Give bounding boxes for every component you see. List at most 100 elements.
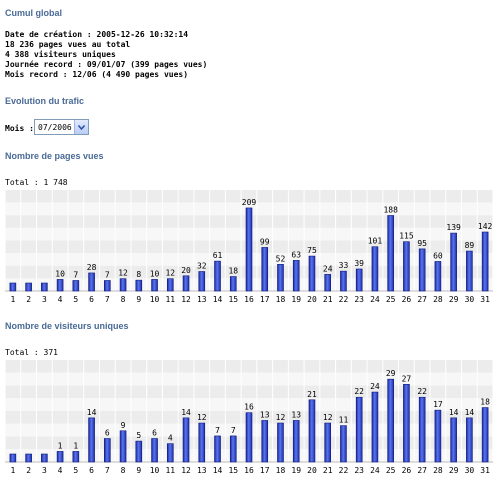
bar [261, 247, 269, 292]
data-label: 14 [181, 408, 191, 417]
bar [450, 232, 457, 292]
data-label: 63 [291, 250, 301, 259]
x-tick-label: 29 [449, 295, 459, 304]
x-tick-label: 31 [480, 466, 490, 475]
month-label: Mois : [5, 124, 34, 133]
data-label: 1 [73, 441, 78, 450]
data-label: 99 [260, 237, 270, 246]
total-pages: 18 236 pages vues au total [5, 40, 131, 49]
x-tick-label: 6 [89, 466, 94, 475]
bar [229, 276, 237, 292]
creation-date: Date de création : 2005-12-26 10:32:14 [5, 30, 189, 39]
bar [72, 280, 80, 292]
x-tick-label: 16 [244, 466, 254, 475]
bar [277, 264, 284, 292]
chevron-down-icon[interactable] [74, 120, 88, 134]
data-label: 61 [213, 251, 223, 260]
data-label: 18 [480, 398, 490, 407]
bar [182, 417, 190, 463]
x-tick-label: 4 [58, 295, 63, 304]
data-label: 115 [399, 232, 414, 241]
bar [387, 378, 394, 463]
x-tick-label: 3 [42, 466, 47, 475]
x-tick-label: 23 [354, 295, 364, 304]
grid-band [5, 372, 493, 386]
x-tick-label: 26 [402, 295, 412, 304]
data-label: 10 [55, 269, 65, 278]
x-tick-label: 14 [213, 466, 223, 475]
bar [434, 261, 442, 292]
x-tick-label: 13 [197, 466, 207, 475]
x-tick-label: 2 [26, 466, 31, 475]
x-tick-label: 6 [89, 295, 94, 304]
bar [25, 453, 32, 463]
bar [292, 420, 300, 463]
bar [9, 453, 17, 463]
month-select[interactable]: 07/2006 [34, 119, 89, 135]
grid-band [5, 190, 493, 203]
bar [418, 396, 426, 463]
x-tick-label: 21 [323, 295, 333, 304]
x-tick-label: 3 [42, 295, 47, 304]
x-tick-label: 31 [480, 295, 490, 304]
visitors-chart: 1 2 3 1 4 1 5 14 6 6 7 9 8 5 9 6 10 4 11 14 12 12 13 7 14 7 15 16 16… [5, 358, 493, 476]
data-label: 29 [386, 369, 396, 378]
data-label: 209 [242, 198, 257, 207]
data-label: 13 [260, 410, 270, 419]
bar [418, 248, 426, 292]
bar [308, 399, 316, 463]
x-tick-label: 25 [386, 295, 396, 304]
x-tick-label: 1 [10, 295, 15, 304]
x-tick-label: 17 [260, 466, 270, 475]
bar [245, 412, 253, 463]
x-tick-label: 16 [244, 295, 254, 304]
bar [340, 425, 347, 463]
x-tick-label: 8 [121, 466, 126, 475]
x-tick-label: 22 [339, 295, 349, 304]
data-label: 5 [136, 431, 141, 440]
x-tick-label: 24 [370, 295, 380, 304]
x-tick-label: 7 [105, 466, 110, 475]
bar [371, 391, 379, 463]
x-tick-label: 19 [291, 466, 301, 475]
visitors-chart-title: Nombre de visiteurs uniques [5, 321, 129, 331]
bar [135, 440, 143, 463]
bar [245, 207, 253, 292]
x-tick-label: 10 [150, 295, 160, 304]
data-label: 7 [231, 426, 236, 435]
data-label: 139 [446, 223, 461, 232]
x-tick-label: 5 [73, 466, 78, 475]
bar [434, 409, 442, 463]
data-label: 6 [152, 429, 157, 438]
data-label: 6 [105, 429, 110, 438]
bar [324, 274, 332, 292]
x-tick-label: 27 [417, 466, 427, 475]
x-tick-label: 20 [307, 466, 317, 475]
bar [308, 255, 316, 292]
data-label: 13 [291, 410, 301, 419]
data-label: 33 [339, 261, 349, 270]
bar [292, 260, 300, 292]
bar [481, 231, 489, 292]
bar [387, 215, 394, 292]
data-label: 18 [228, 267, 238, 276]
x-tick-label: 25 [386, 466, 396, 475]
x-tick-label: 27 [417, 295, 427, 304]
x-tick-label: 11 [165, 466, 175, 475]
cumul-title: Cumul global [5, 8, 62, 18]
pages-chart-svg: 1 2 31047528677128891010121120123213611418… [5, 190, 493, 304]
data-label: 10 [150, 269, 160, 278]
bar [25, 282, 32, 292]
data-label: 52 [276, 254, 286, 263]
data-label: 4 [168, 434, 173, 443]
bar [104, 280, 111, 292]
bar [198, 271, 206, 292]
data-label: 7 [215, 426, 220, 435]
x-tick-label: 9 [136, 466, 141, 475]
x-tick-label: 21 [323, 466, 333, 475]
x-tick-label: 19 [291, 295, 301, 304]
data-label: 60 [433, 251, 443, 260]
data-label: 22 [354, 387, 364, 396]
total-visitors: 4 388 visiteurs uniques [5, 50, 116, 59]
pages-chart: 1 2 3 10 4 7 5 28 6 7 7 12 8 8 9 10 10 12 11 20 12 32 13 61 14 18… [5, 188, 493, 305]
